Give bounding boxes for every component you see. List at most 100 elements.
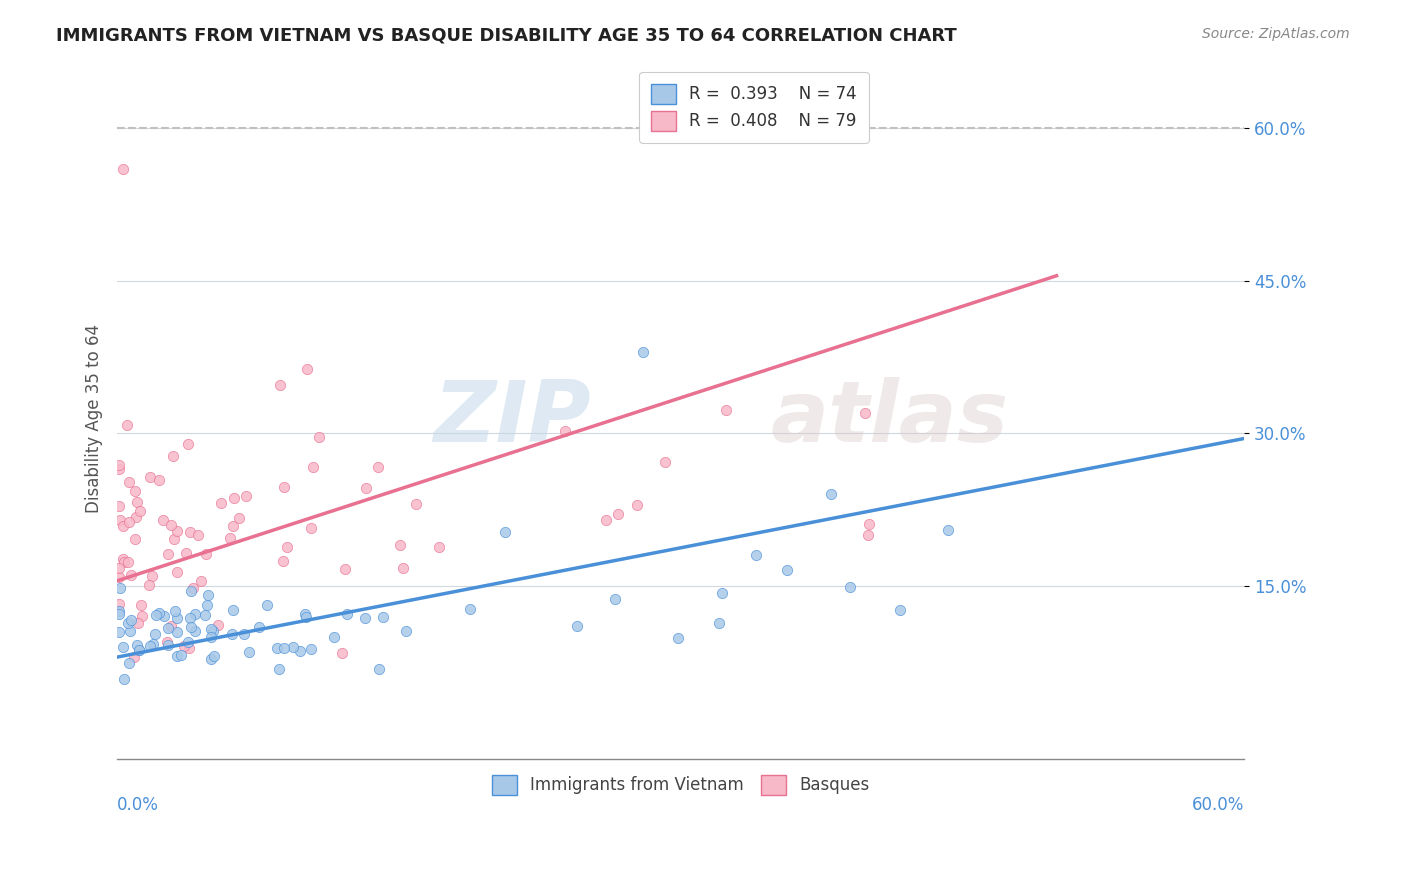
Point — [273, 480, 295, 494]
Point — [820, 487, 842, 501]
Point — [200, 631, 222, 645]
Point — [179, 524, 201, 539]
Point — [936, 523, 959, 537]
Point — [221, 626, 243, 640]
Point — [170, 648, 193, 663]
Point — [200, 622, 222, 636]
Legend: Immigrants from Vietnam, Basques: Immigrants from Vietnam, Basques — [485, 768, 876, 802]
Point — [108, 597, 131, 611]
Point — [117, 615, 139, 630]
Point — [283, 640, 305, 654]
Point — [184, 607, 207, 622]
Point — [122, 650, 145, 665]
Point — [299, 641, 322, 656]
Point — [179, 641, 201, 656]
Point — [108, 561, 131, 575]
Point — [166, 611, 188, 625]
Point — [180, 583, 202, 598]
Point — [856, 528, 879, 542]
Point — [117, 515, 139, 529]
Text: IMMIGRANTS FROM VIETNAM VS BASQUE DISABILITY AGE 35 TO 64 CORRELATION CHART: IMMIGRANTS FROM VIETNAM VS BASQUE DISABI… — [56, 27, 957, 45]
Point — [235, 489, 257, 503]
Point — [565, 619, 588, 633]
Text: ZIP: ZIP — [433, 376, 591, 459]
Point — [405, 497, 427, 511]
Point — [152, 513, 174, 527]
Point — [554, 424, 576, 438]
Point — [458, 601, 481, 615]
Point — [129, 599, 152, 613]
Point — [711, 585, 734, 599]
Point — [165, 604, 187, 618]
Point — [145, 608, 167, 623]
Point — [157, 547, 180, 561]
Point — [155, 635, 177, 649]
Point — [294, 610, 316, 624]
Point — [180, 620, 202, 634]
Point — [858, 516, 880, 531]
Point — [127, 615, 149, 630]
Point — [129, 504, 152, 518]
Point — [197, 598, 219, 612]
Point — [322, 631, 344, 645]
Point — [631, 345, 654, 359]
Point — [209, 496, 232, 510]
Point — [139, 640, 162, 654]
Point — [120, 568, 142, 582]
Point — [111, 640, 134, 654]
Point — [276, 541, 298, 555]
Point — [595, 513, 617, 527]
Point — [233, 627, 256, 641]
Point — [256, 598, 278, 612]
Point — [273, 640, 295, 655]
Point — [194, 608, 217, 623]
Point — [148, 606, 170, 620]
Point — [159, 618, 181, 632]
Point — [391, 561, 413, 575]
Point — [367, 460, 389, 475]
Point — [112, 519, 135, 533]
Point — [187, 527, 209, 541]
Point — [162, 449, 184, 463]
Point — [138, 578, 160, 592]
Point — [179, 610, 201, 624]
Point — [127, 638, 149, 652]
Point — [294, 607, 316, 621]
Point — [127, 495, 149, 509]
Point — [108, 625, 131, 640]
Point — [108, 462, 131, 476]
Point — [142, 637, 165, 651]
Point — [308, 429, 330, 443]
Point — [200, 652, 222, 666]
Point — [195, 547, 218, 561]
Point — [267, 662, 290, 676]
Point — [125, 510, 148, 524]
Point — [202, 648, 225, 663]
Point — [247, 620, 270, 634]
Point — [184, 624, 207, 638]
Point — [709, 616, 731, 631]
Point — [143, 627, 166, 641]
Point — [108, 458, 131, 472]
Point — [166, 565, 188, 579]
Point — [157, 638, 180, 652]
Point — [607, 507, 630, 521]
Point — [160, 518, 183, 533]
Point — [117, 475, 139, 489]
Point — [117, 656, 139, 670]
Point — [163, 532, 186, 546]
Point — [853, 406, 876, 420]
Point — [666, 632, 689, 646]
Point — [222, 603, 245, 617]
Point — [654, 455, 676, 469]
Point — [266, 641, 288, 656]
Point — [218, 531, 240, 545]
Point — [112, 552, 135, 566]
Point — [173, 639, 195, 653]
Point — [131, 609, 153, 624]
Point — [112, 672, 135, 686]
Point — [271, 554, 294, 568]
Point — [108, 607, 131, 622]
Point — [190, 574, 212, 589]
Point — [108, 513, 131, 527]
